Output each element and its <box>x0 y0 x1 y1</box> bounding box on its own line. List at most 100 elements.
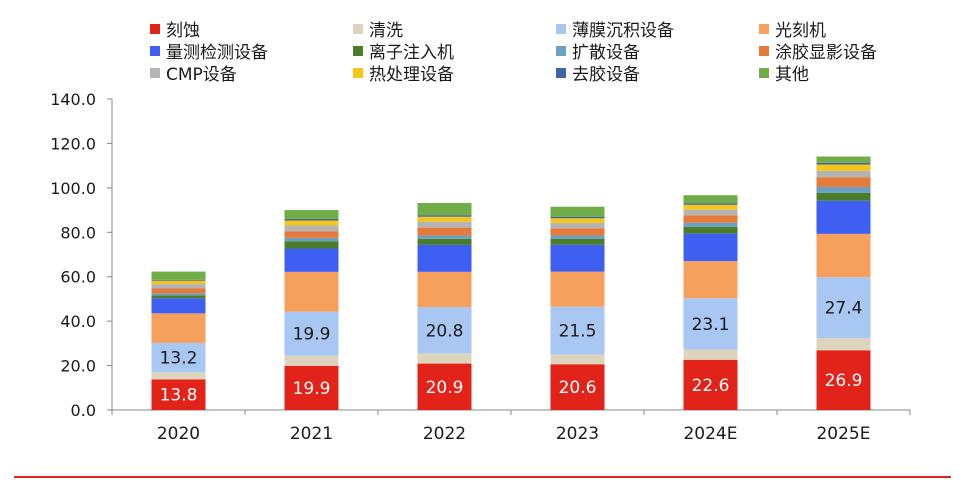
legend-swatch-3 <box>759 24 769 34</box>
legend-swatch-9 <box>353 68 363 78</box>
bar-2020-2 <box>151 342 206 373</box>
legend-label-2: 薄膜沉积设备 <box>572 21 674 41</box>
bar-2025E-6 <box>816 186 871 193</box>
bar-2023-8 <box>550 222 605 229</box>
bar-2023-6 <box>550 235 605 239</box>
bar-2022-1 <box>417 353 472 364</box>
legend-swatch-4 <box>150 46 160 56</box>
y-tick-label-6: 120.0 <box>50 134 96 153</box>
bar-2022-5 <box>417 238 472 245</box>
bar-2021-7 <box>284 231 339 238</box>
bar-2021-2 <box>284 311 339 356</box>
bar-2022-2 <box>417 307 472 354</box>
bar-2020-1 <box>151 372 206 380</box>
data-label-2021-2: 19.9 <box>293 325 331 345</box>
data-label-2023-0: 20.6 <box>559 378 597 398</box>
data-label-2025E-2: 27.4 <box>825 299 863 319</box>
bar-2020-6 <box>151 293 206 296</box>
bar-2020-7 <box>151 288 206 294</box>
bar-2024E-9 <box>683 204 738 210</box>
bar-2023-4 <box>550 244 605 272</box>
bar-2022-6 <box>417 235 472 239</box>
legend-swatch-6 <box>556 46 566 56</box>
bar-2022-8 <box>417 221 472 228</box>
y-tick-label-7: 140.0 <box>50 90 96 109</box>
bar-2021-6 <box>284 237 339 242</box>
bar-2023-9 <box>550 218 605 223</box>
x-tick-label-4: 2024E <box>683 424 737 444</box>
y-tick-label-2: 40.0 <box>60 312 96 331</box>
bar-2020-3 <box>151 313 206 343</box>
x-tick-label-3: 2023 <box>556 424 599 444</box>
bar-2022-0 <box>417 363 472 410</box>
bar-2024E-10 <box>683 203 738 205</box>
bar-2021-4 <box>284 248 339 272</box>
bar-2020-9 <box>151 280 206 285</box>
bar-2025E-10 <box>816 162 871 165</box>
bar-2021-8 <box>284 225 339 232</box>
bar-2023-0 <box>550 364 605 410</box>
data-label-2022-2: 20.8 <box>426 321 464 341</box>
bar-2025E-4 <box>816 200 871 234</box>
bar-2021-10 <box>284 218 339 221</box>
legend-swatch-8 <box>150 68 160 78</box>
legend-swatch-10 <box>556 68 566 78</box>
bar-2021-1 <box>284 355 339 366</box>
bar-2024E-7 <box>683 215 738 223</box>
bar-2023-10 <box>550 216 605 219</box>
bar-2020-4 <box>151 298 206 314</box>
bar-2021-9 <box>284 220 339 226</box>
bar-2023-3 <box>550 271 605 307</box>
data-label-2020-2: 13.2 <box>160 349 198 369</box>
legend-swatch-1 <box>353 24 363 34</box>
bar-2020-5 <box>151 295 206 299</box>
bar-2024E-5 <box>683 226 738 234</box>
legend-label-10: 去胶设备 <box>572 65 640 85</box>
legend-label-6: 扩散设备 <box>572 43 640 63</box>
legend-swatch-5 <box>353 46 363 56</box>
bar-2022-3 <box>417 271 472 308</box>
bar-2025E-11 <box>816 156 871 163</box>
legend-label-7: 涂胶显影设备 <box>775 43 877 63</box>
x-tick-label-5: 2025E <box>816 424 870 444</box>
y-tick-label-4: 80.0 <box>60 223 96 242</box>
bar-2022-7 <box>417 227 472 236</box>
bar-2024E-1 <box>683 349 738 360</box>
bar-2023-1 <box>550 354 605 365</box>
bar-2025E-1 <box>816 338 871 351</box>
y-tick-label-3: 60.0 <box>60 268 96 287</box>
data-label-2024E-0: 22.6 <box>692 376 730 396</box>
bar-2021-5 <box>284 241 339 249</box>
x-tick-label-1: 2021 <box>290 424 333 444</box>
bar-2022-10 <box>417 215 472 217</box>
legend-label-5: 离子注入机 <box>369 43 454 63</box>
bar-2025E-9 <box>816 164 871 171</box>
bar-2024E-6 <box>683 222 738 227</box>
x-tick-label-2: 2022 <box>423 424 466 444</box>
bar-2020-11 <box>151 271 206 280</box>
bar-2025E-8 <box>816 170 871 178</box>
data-label-2022-0: 20.9 <box>426 378 464 398</box>
legend-swatch-7 <box>759 46 769 56</box>
bottom-divider <box>14 476 951 478</box>
data-label-2020-0: 13.8 <box>160 386 198 406</box>
bar-2025E-5 <box>816 192 871 201</box>
bar-2021-3 <box>284 271 339 312</box>
bar-2024E-2 <box>683 298 738 350</box>
bar-2023-11 <box>550 206 605 217</box>
bar-2025E-0 <box>816 350 871 410</box>
legend-label-1: 清洗 <box>369 21 403 41</box>
data-label-2021-0: 19.9 <box>293 379 331 399</box>
bar-2025E-3 <box>816 233 871 278</box>
bar-2024E-0 <box>683 359 738 410</box>
bar-2020-10 <box>151 279 206 281</box>
bar-2024E-4 <box>683 233 738 262</box>
bar-2023-7 <box>550 228 605 236</box>
legend-label-4: 量测检测设备 <box>166 43 268 63</box>
legend-label-3: 光刻机 <box>775 21 826 41</box>
bar-2020-8 <box>151 284 206 289</box>
data-label-2023-2: 21.5 <box>559 322 597 342</box>
y-tick-label-1: 20.0 <box>60 357 96 376</box>
